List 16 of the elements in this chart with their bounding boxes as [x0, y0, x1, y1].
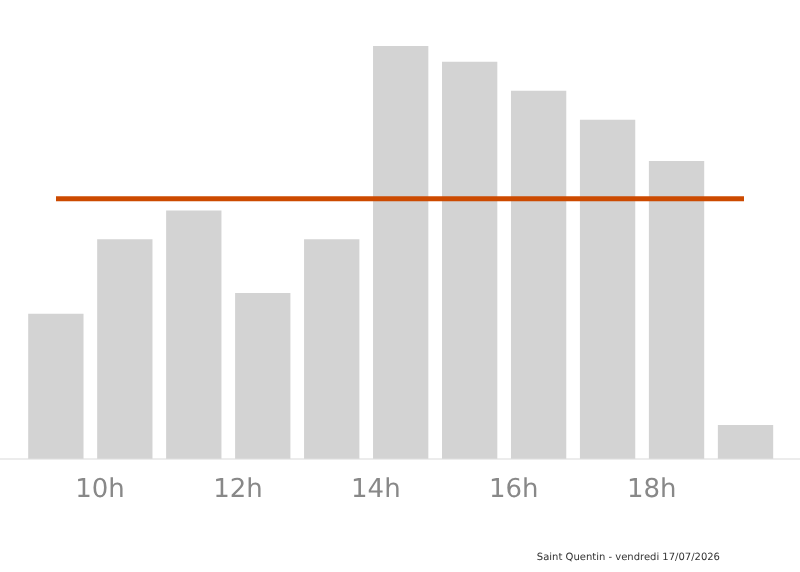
bar: [510, 90, 567, 459]
x-tick-label: 14h: [351, 475, 401, 506]
bar: [28, 313, 84, 459]
x-tick-label: 18h: [626, 475, 677, 506]
bar: [717, 425, 774, 459]
bar: [648, 160, 705, 459]
bar: [166, 210, 222, 459]
bar: [442, 61, 498, 459]
x-tick-label: 16h: [489, 475, 539, 506]
x-tick-label: 10h: [75, 475, 125, 506]
bar: [235, 293, 291, 459]
bar: [97, 239, 153, 459]
x-tick-label: 12h: [213, 475, 263, 506]
bar: [304, 239, 360, 459]
bar: [579, 119, 636, 459]
bar: [373, 46, 429, 459]
